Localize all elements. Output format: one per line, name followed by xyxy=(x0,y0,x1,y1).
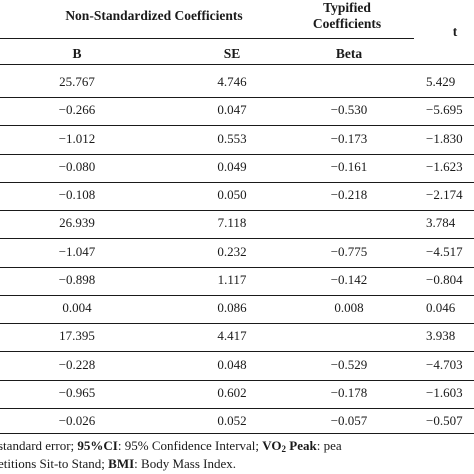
row-divider xyxy=(0,351,474,353)
cell-t: −1.623 xyxy=(426,158,463,174)
cell-beta: −0.775 xyxy=(330,243,368,259)
cell-b: −1.012 xyxy=(58,130,96,146)
cell-b: −0.108 xyxy=(58,187,96,202)
footnote-text: : 95% Confidence Interval; xyxy=(117,438,263,453)
row-divider xyxy=(0,379,474,381)
cell-b: −0.228 xyxy=(58,356,96,372)
cell-se: 0.050 xyxy=(217,187,247,202)
cell-t: −4.703 xyxy=(426,356,463,372)
cell-se: 7.118 xyxy=(217,215,247,231)
header-typified-line1: Typified xyxy=(323,0,371,15)
header-b: B xyxy=(72,46,82,61)
cell-beta: −0.178 xyxy=(330,384,368,400)
row-divider xyxy=(0,97,474,98)
cell-se: 0.047 xyxy=(217,102,247,118)
cell-se: 0.086 xyxy=(217,300,247,315)
header-beta: Beta xyxy=(335,46,363,61)
row-divider xyxy=(0,266,474,268)
cell-t: 3.938 xyxy=(426,328,456,344)
cell-b: 25.767 xyxy=(59,74,95,89)
row-divider xyxy=(0,238,474,240)
cell-se: 4.417 xyxy=(217,328,247,344)
cell-se: 4.746 xyxy=(217,74,247,89)
cell-b: −0.266 xyxy=(58,102,96,118)
row-divider xyxy=(0,407,474,409)
footnote-text: : Body Mass Index. xyxy=(134,456,236,471)
cell-se: 0.052 xyxy=(217,413,247,428)
footnote-text: etitions Sit-to Stand; xyxy=(0,456,109,471)
cell-b: 0.004 xyxy=(62,300,92,315)
cell-beta: −0.173 xyxy=(330,130,368,146)
cell-se: 0.048 xyxy=(217,356,247,372)
row-divider xyxy=(0,210,474,211)
cell-t: 5.429 xyxy=(426,74,456,89)
cell-b: −0.898 xyxy=(58,271,96,287)
cell-beta: −0.142 xyxy=(330,271,368,287)
cell-beta: −0.057 xyxy=(330,413,368,428)
cell-b: −1.047 xyxy=(58,243,96,259)
cell-se: 0.232 xyxy=(217,243,247,259)
cell-beta: −0.529 xyxy=(330,356,368,372)
cell-se: 0.553 xyxy=(217,130,247,146)
row-divider xyxy=(0,181,474,183)
cell-beta: 0.008 xyxy=(334,300,364,315)
cell-t: −1.603 xyxy=(426,384,463,400)
footnote-text: standard error; xyxy=(0,438,78,453)
footnote-subscript: 2 xyxy=(281,444,287,454)
cell-beta: −0.161 xyxy=(330,158,368,174)
cell-t: −0.804 xyxy=(426,271,463,287)
header-subrule xyxy=(0,38,414,39)
header-typified-line2: Coefficients xyxy=(312,16,382,31)
row-divider xyxy=(0,125,474,127)
footnote-abbrev: 95%CI xyxy=(77,438,118,453)
footnote-abbrev: VO xyxy=(262,438,282,453)
cell-se: 0.049 xyxy=(217,158,247,174)
cell-b: 26.939 xyxy=(59,215,95,231)
cell-b: −0.026 xyxy=(58,413,96,428)
row-divider xyxy=(0,323,474,324)
header-se: SE xyxy=(223,46,241,61)
cell-b: 17.395 xyxy=(59,328,95,344)
header-t: t xyxy=(452,24,458,39)
cell-b: −0.080 xyxy=(58,158,96,174)
table-bottom-rule xyxy=(0,433,474,434)
cell-t: −4.517 xyxy=(426,243,463,259)
footnote-text: : pea xyxy=(316,438,342,453)
cell-b: −0.965 xyxy=(58,384,96,400)
footnote-abbrev: Peak xyxy=(286,438,317,453)
cell-se: 0.602 xyxy=(217,384,247,400)
footnote-abbrev: BMI xyxy=(108,456,135,471)
cell-beta: −0.218 xyxy=(330,187,368,202)
cell-t: −5.695 xyxy=(426,102,463,118)
footnote-line-1: standard error; 95%CI: 95% Confidence In… xyxy=(0,438,342,457)
cell-t: −1.830 xyxy=(426,130,463,146)
cell-se: 1.117 xyxy=(217,271,247,287)
cell-beta: −0.530 xyxy=(330,102,368,118)
row-divider xyxy=(0,153,474,155)
footnote-line-2: etitions Sit-to Stand; BMI: Body Mass In… xyxy=(0,456,236,472)
header-bottom-rule xyxy=(0,64,474,65)
row-divider xyxy=(0,294,474,296)
cell-t: −2.174 xyxy=(426,187,463,202)
cell-t: −0.507 xyxy=(426,413,463,428)
header-non-standardized: Non-Standardized Coefficients xyxy=(65,8,243,23)
cell-t: 0.046 xyxy=(426,300,456,315)
cell-t: 3.784 xyxy=(426,215,456,231)
